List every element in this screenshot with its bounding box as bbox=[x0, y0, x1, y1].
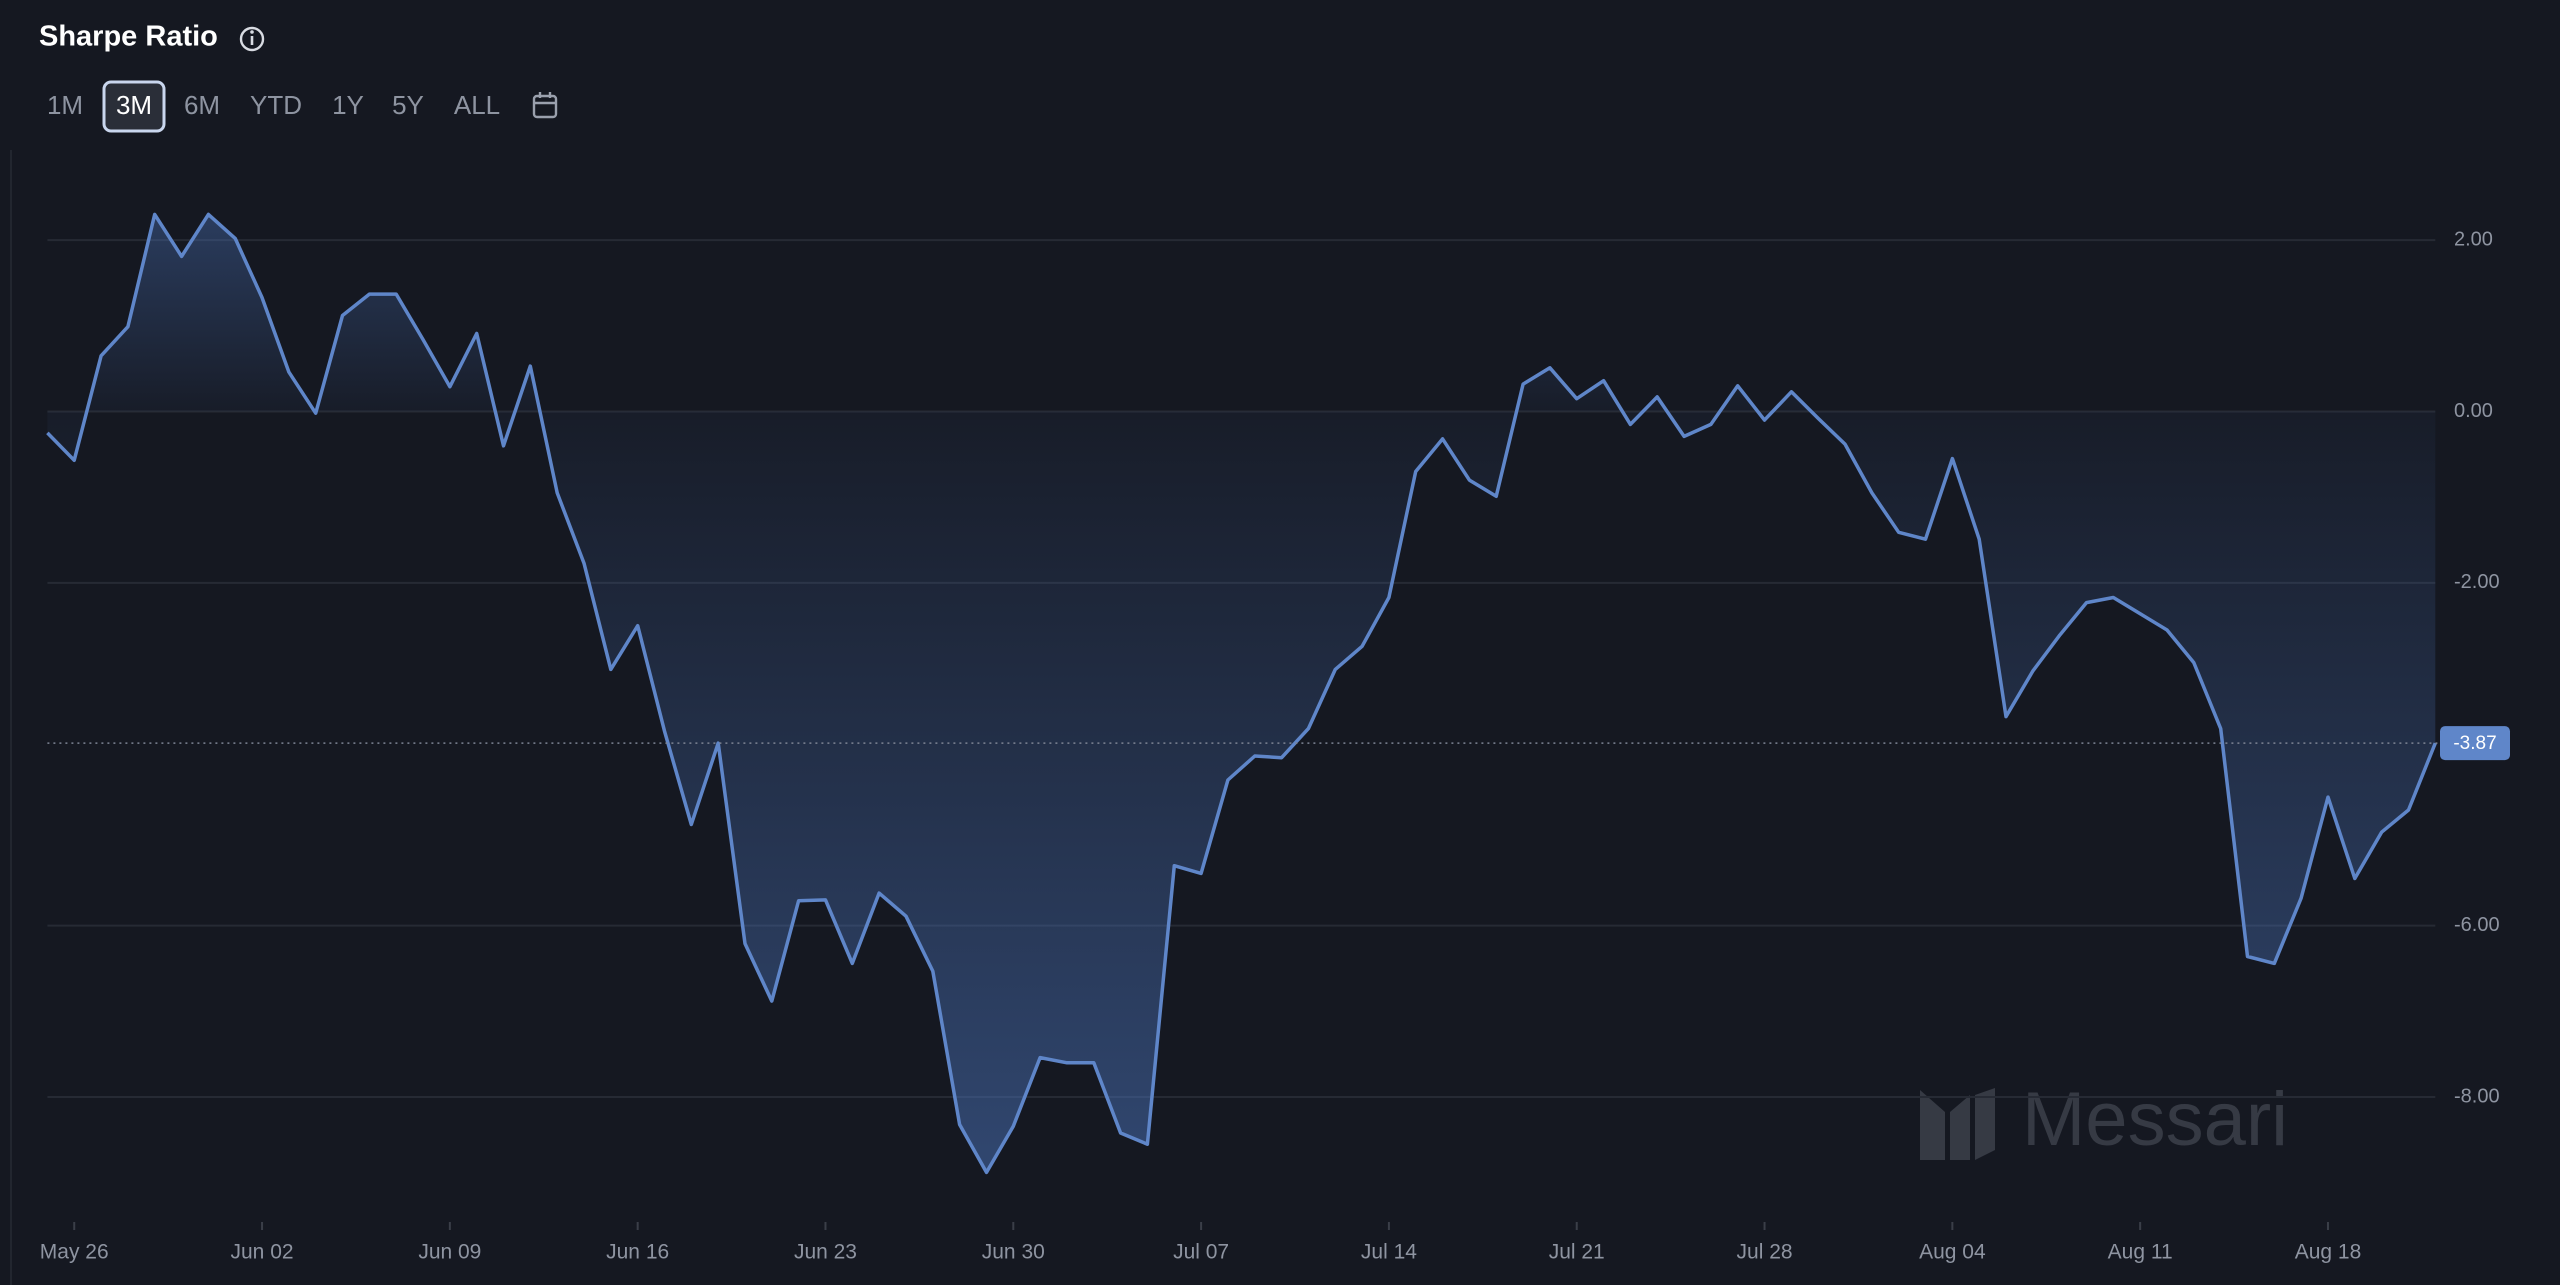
watermark-text: Messari bbox=[2022, 1077, 2288, 1162]
y-tick-label: 2.00 bbox=[2454, 228, 2493, 250]
y-tick-label: -2.00 bbox=[2454, 571, 2500, 593]
range-button-label: 1M bbox=[47, 90, 83, 120]
x-tick-label: Aug 18 bbox=[2295, 1241, 2362, 1264]
y-tick-label: -8.00 bbox=[2454, 1085, 2500, 1107]
range-button[interactable]: ALL bbox=[454, 90, 500, 120]
range-button-label: 6M bbox=[184, 90, 220, 120]
x-tick-label: Jun 16 bbox=[606, 1241, 669, 1264]
x-tick-label: Jun 30 bbox=[982, 1241, 1045, 1264]
x-tick-label: Jul 07 bbox=[1173, 1241, 1229, 1264]
x-tick-label: Aug 11 bbox=[2108, 1241, 2173, 1264]
x-tick-label: Aug 04 bbox=[1919, 1241, 1986, 1264]
range-button[interactable]: YTD bbox=[250, 90, 302, 120]
range-button[interactable]: 1Y bbox=[332, 90, 364, 120]
y-tick-label: -6.00 bbox=[2454, 914, 2500, 936]
range-button[interactable]: 1M bbox=[47, 90, 83, 120]
area-fill bbox=[47, 214, 2436, 1173]
range-button-label: 3M bbox=[116, 90, 152, 120]
y-tick-label: 0.00 bbox=[2454, 400, 2493, 422]
range-button[interactable]: 5Y bbox=[392, 90, 424, 120]
last-value-badge bbox=[2440, 726, 2510, 761]
calendar-icon[interactable] bbox=[532, 92, 558, 119]
range-button[interactable]: 6M bbox=[184, 90, 220, 120]
range-button-label: 1Y bbox=[332, 90, 364, 120]
x-tick-label: Jul 28 bbox=[1737, 1241, 1793, 1264]
x-tick-label: Jun 23 bbox=[794, 1241, 857, 1264]
x-tick-label: Jun 02 bbox=[231, 1241, 294, 1264]
x-tick-label: Jun 09 bbox=[418, 1241, 481, 1264]
x-tick-label: May 26 bbox=[40, 1241, 109, 1264]
range-button-label: ALL bbox=[454, 90, 500, 120]
range-button-label: 5Y bbox=[392, 90, 424, 120]
x-tick-label: Jul 21 bbox=[1549, 1241, 1605, 1264]
range-button-selected-box bbox=[102, 80, 166, 133]
x-tick-label: Jul 14 bbox=[1361, 1241, 1417, 1264]
last-value-label: -3.87 bbox=[2453, 733, 2496, 754]
chart-title: Sharpe Ratio bbox=[39, 21, 218, 53]
info-icon[interactable] bbox=[239, 26, 265, 52]
line bbox=[46, 212, 2437, 1175]
range-button-label: YTD bbox=[250, 90, 302, 120]
watermark: Messari bbox=[1920, 1077, 2288, 1162]
range-button[interactable]: 3M bbox=[102, 80, 166, 133]
